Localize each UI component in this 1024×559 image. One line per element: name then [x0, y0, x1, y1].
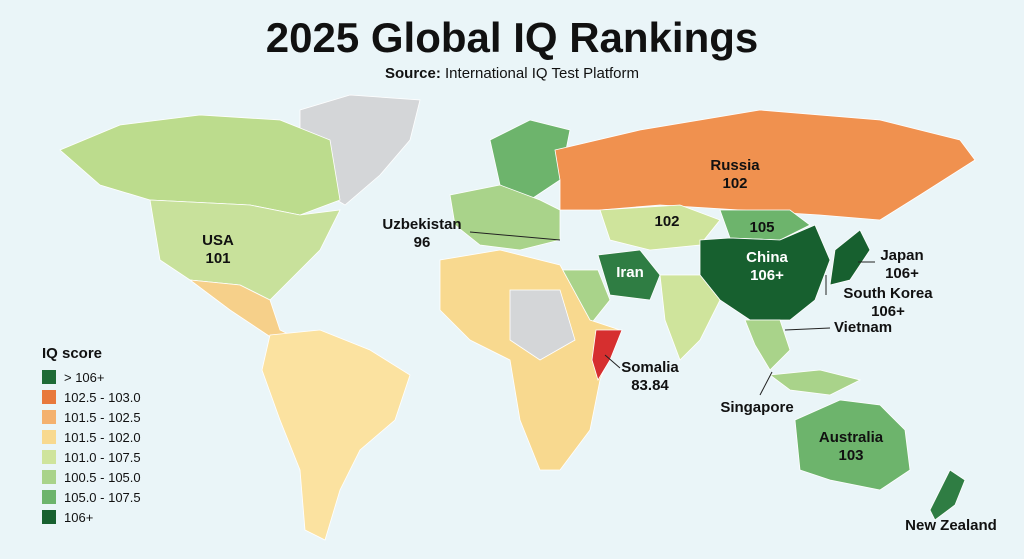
country-name: Iran: [616, 264, 644, 281]
country-value: 103: [838, 447, 863, 464]
country-name: Australia: [819, 429, 884, 446]
legend-swatch: [42, 490, 56, 504]
indonesia: [768, 369, 862, 396]
country-name: Japan: [880, 247, 923, 264]
legend-label: 101.5 - 102.5: [64, 410, 141, 425]
landmasses: [59, 94, 976, 541]
legend-label: > 106+: [64, 370, 105, 385]
legend-label: 101.0 - 107.5: [64, 450, 141, 465]
legend-swatch: [42, 390, 56, 404]
legend-label: 102.5 - 103.0: [64, 390, 141, 405]
leader-lines: [469, 231, 875, 396]
russia: [554, 109, 976, 221]
legend-swatch: [42, 510, 56, 524]
country-name: Russia: [710, 157, 760, 174]
iran: [597, 249, 661, 301]
country-name: China: [746, 249, 788, 266]
mongolia: [719, 209, 811, 241]
country-value: 96: [414, 234, 431, 251]
central-africa: [509, 289, 576, 361]
legend-label: 106+: [64, 510, 93, 525]
legend-swatch: [42, 450, 56, 464]
leader-line: [784, 327, 831, 331]
country-name: South Korea: [843, 285, 933, 302]
legend-label: 101.5 - 102.0: [64, 430, 141, 445]
legend-swatch: [42, 470, 56, 484]
country-name: Uzbekistan: [382, 216, 461, 233]
source-text: International IQ Test Platform: [445, 65, 639, 82]
country-value: 106+: [750, 267, 784, 284]
somalia: [591, 329, 623, 381]
country-value: 106+: [885, 265, 919, 282]
country-value: 106+: [871, 303, 905, 320]
legend-swatch: [42, 430, 56, 444]
legend-label: 105.0 - 107.5: [64, 490, 141, 505]
title: 2025 Global IQ Rankings: [266, 14, 759, 61]
source: Source: International IQ Test Platform: [385, 65, 639, 82]
south-america: [261, 329, 411, 541]
region-value: 102: [654, 213, 679, 230]
africa: [439, 249, 621, 471]
legend-label: 100.5 - 105.0: [64, 470, 141, 485]
legend: IQ score > 106+ 102.5 - 103.0 101.5 - 102.…: [42, 345, 141, 525]
region-value: 105: [749, 219, 774, 236]
se-asia: [744, 319, 791, 371]
leader-line: [759, 371, 773, 396]
india: [659, 274, 721, 361]
leader-line: [604, 354, 621, 369]
country-name: USA: [202, 232, 234, 249]
canada: [59, 114, 341, 216]
japan: [829, 229, 871, 286]
country-value: 102: [722, 175, 747, 192]
country-value: 83.84: [631, 377, 669, 394]
country-value: 101: [205, 250, 230, 267]
country-name: New Zealand: [905, 517, 997, 534]
legend-swatch: [42, 370, 56, 384]
australia: [794, 399, 911, 491]
new-zealand: [929, 469, 966, 521]
legend-swatch: [42, 410, 56, 424]
legend-title: IQ score: [42, 345, 102, 362]
leader-line: [469, 231, 561, 241]
usa: [149, 199, 341, 301]
source-label: Source:: [385, 65, 441, 82]
country-name: Singapore: [720, 399, 793, 416]
country-name: Somalia: [621, 359, 679, 376]
country-name: Vietnam: [834, 319, 892, 336]
